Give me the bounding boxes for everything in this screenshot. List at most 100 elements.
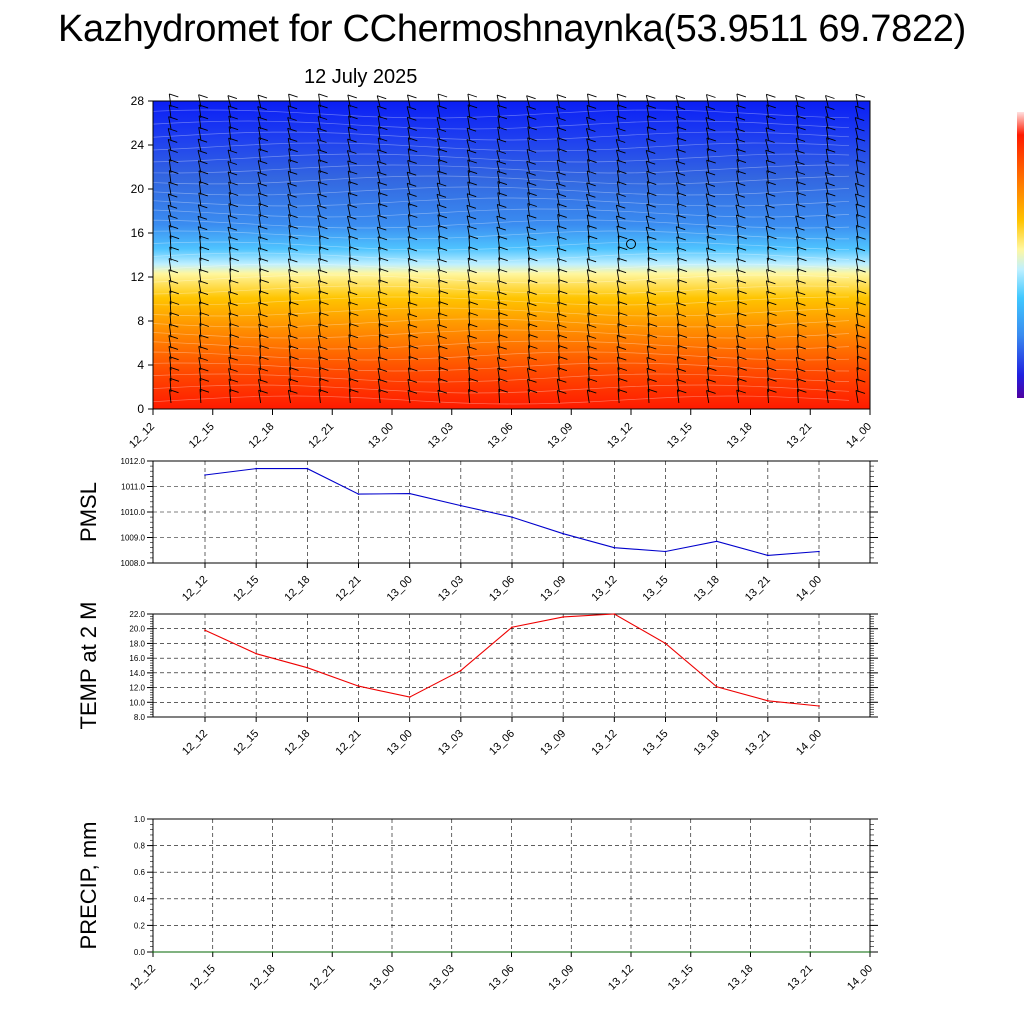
wind-barb	[258, 203, 262, 217]
wind-barb	[318, 356, 321, 371]
wind-barb	[795, 368, 799, 382]
wind-barb	[348, 334, 351, 349]
x-tick-label: 13_21	[743, 728, 773, 758]
y-tick-label: 1011.0	[121, 483, 145, 492]
wind-barb	[348, 246, 351, 261]
wind-barb	[558, 279, 560, 294]
wind-barb-flag	[198, 94, 208, 99]
wind-barb	[438, 235, 441, 250]
wind-barb	[527, 126, 530, 140]
wind-barb	[615, 215, 620, 228]
wind-barb	[795, 105, 799, 119]
wind-barb	[169, 235, 172, 250]
wind-barb	[855, 138, 859, 151]
wind-barb	[825, 247, 829, 261]
wind-barb	[348, 301, 351, 316]
wind-barb	[259, 345, 262, 360]
wind-barb	[466, 193, 471, 206]
wind-barb-flag	[677, 333, 688, 338]
y-tick-label: 0.8	[134, 842, 146, 851]
wind-barb	[617, 312, 620, 327]
wind-barb	[854, 193, 859, 206]
wind-barb	[288, 301, 291, 316]
wind-barb	[496, 216, 501, 228]
wind-barb-flag	[736, 93, 747, 98]
wind-barb-flag	[347, 94, 357, 99]
wind-barb	[228, 236, 232, 250]
wind-barb-flag	[408, 268, 419, 273]
wind-barb	[468, 312, 471, 327]
wind-barb	[318, 312, 321, 327]
y-tick-label: 28	[131, 94, 145, 108]
wind-barb-flag	[317, 193, 327, 198]
wind-barb-flag	[646, 94, 656, 99]
wind-barb-flag	[168, 116, 178, 121]
wind-barb-flag	[706, 127, 716, 132]
wind-barb	[526, 226, 530, 239]
wind-barb	[526, 215, 530, 228]
wind-barb	[468, 378, 471, 393]
wind-barb	[676, 379, 680, 393]
wind-barb	[168, 93, 172, 108]
wind-barb-flag	[556, 193, 567, 198]
wind-barb	[766, 357, 769, 371]
x-tick-label: 13_21	[785, 963, 815, 993]
wind-barb	[169, 301, 172, 316]
wind-barb	[706, 247, 710, 261]
wind-barb-flag	[349, 323, 359, 327]
wind-barb	[676, 126, 680, 140]
wind-barb	[498, 312, 501, 327]
data-point	[511, 516, 513, 518]
wind-barb	[556, 313, 560, 327]
wind-barb	[258, 379, 262, 393]
wind-barb	[228, 138, 232, 151]
wind-barb	[466, 139, 471, 151]
wind-barb-flag	[737, 301, 747, 305]
wind-barb-flag	[438, 366, 449, 371]
contour-line	[152, 373, 850, 383]
wind-barb	[228, 302, 232, 316]
wind-barb-flag	[675, 105, 686, 110]
data-point	[204, 629, 206, 631]
wind-barb	[766, 104, 769, 119]
wind-barb-flag	[735, 138, 746, 143]
wind-barb-flag	[289, 235, 299, 240]
wind-barb	[617, 367, 620, 382]
y-tick-label: 8.0	[134, 713, 146, 722]
data-point	[715, 540, 718, 543]
wind-barb-flag	[289, 366, 299, 371]
wind-barb	[228, 181, 232, 195]
wind-barb	[347, 160, 351, 173]
x-tick-label: 13_09	[546, 963, 576, 993]
wind-barb	[854, 183, 859, 195]
wind-barb-flag	[198, 204, 208, 209]
x-tick-label: 12_12	[127, 421, 157, 451]
wind-barb	[318, 258, 321, 272]
wind-barb-flag	[857, 355, 867, 360]
wind-barb-flag	[407, 378, 418, 383]
wind-barb	[407, 390, 411, 404]
contour-line	[152, 318, 850, 328]
wind-barb-flag	[526, 171, 536, 176]
wind-barb	[646, 105, 650, 119]
wind-barb	[647, 323, 650, 338]
wind-barb	[617, 378, 620, 393]
wind-barb-flag	[737, 235, 747, 240]
wind-barb	[497, 105, 501, 119]
contour-line	[152, 362, 850, 372]
wind-barb	[616, 357, 620, 371]
wind-barb	[616, 280, 620, 294]
wind-barb-flag	[378, 323, 389, 328]
wind-barb-flag	[767, 367, 777, 372]
wind-barb-flag	[199, 388, 210, 393]
wind-barb-flag	[436, 116, 447, 121]
wind-barb-flag	[705, 171, 716, 176]
wind-barb	[557, 148, 560, 162]
wind-barb	[856, 301, 859, 316]
wind-barb	[347, 291, 351, 305]
wind-barb-flag	[169, 93, 179, 98]
wind-barb	[258, 290, 262, 305]
wind-barb-flag	[646, 203, 656, 208]
wind-barb	[556, 106, 560, 119]
wind-barb	[378, 389, 381, 404]
